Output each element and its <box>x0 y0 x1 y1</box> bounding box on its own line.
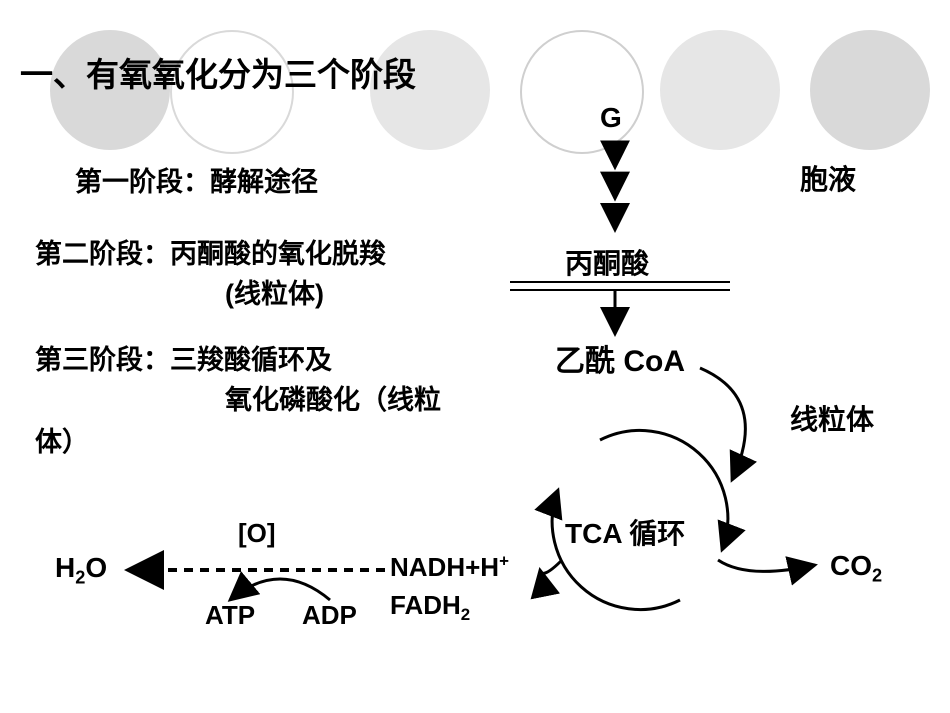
diagram-svg <box>0 0 950 713</box>
